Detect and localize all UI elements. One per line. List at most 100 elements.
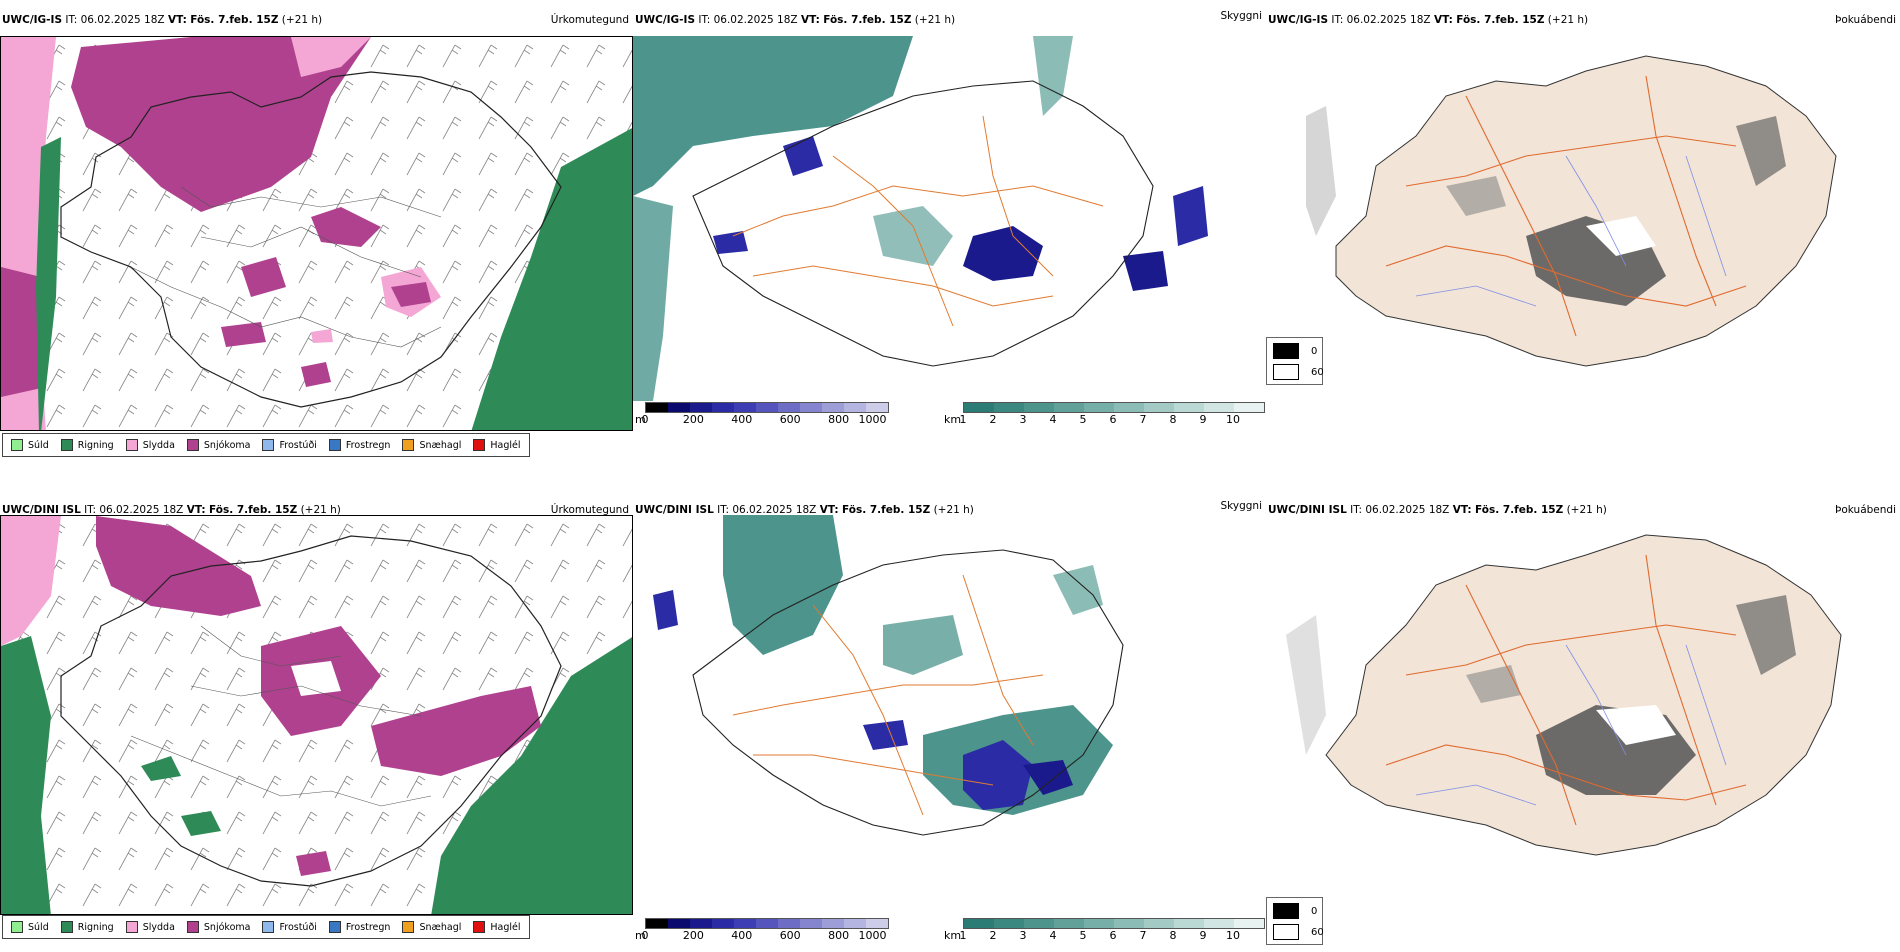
fog-index-legend: 0 60 bbox=[1266, 897, 1324, 945]
tick-label: 600 bbox=[779, 929, 801, 942]
legend-item: Slydda bbox=[125, 921, 175, 933]
precip-type-legend: Súld Rigning Slydda Snjókoma Frostúði Fr… bbox=[2, 433, 530, 457]
fog-map bbox=[1266, 36, 1900, 431]
tick-label: 1 bbox=[959, 413, 967, 426]
model-name: UWC/DINI ISL bbox=[635, 504, 714, 516]
legend-swatch bbox=[328, 921, 341, 933]
fog-legend-label: 60 bbox=[1311, 366, 1324, 378]
legend-swatch bbox=[11, 439, 23, 451]
legend-swatch bbox=[328, 439, 341, 451]
legend-label: Slydda bbox=[142, 921, 175, 933]
fog-legend-swatch bbox=[1273, 924, 1299, 940]
panel-header: UWC/IG-IS IT: 06.02.2025 18Z VT: Fös. 7.… bbox=[633, 10, 1266, 36]
ceiling-ticks: 0 200 400 600 800 1000 bbox=[642, 929, 887, 943]
top-fog-panel: UWC/IG-IS IT: 06.02.2025 18Z VT: Fös. 7.… bbox=[1266, 0, 1900, 465]
tick-label: 3 bbox=[1019, 929, 1027, 942]
fog-map bbox=[1266, 515, 1900, 910]
legend-item: Frostregn bbox=[328, 921, 391, 933]
fog-map-graphic bbox=[1266, 515, 1900, 910]
init-time: IT: 06.02.2025 18Z bbox=[1350, 504, 1450, 516]
legend-label: Rigning bbox=[77, 921, 114, 933]
init-time: IT: 06.02.2025 18Z bbox=[717, 504, 817, 516]
tick-label: 6 bbox=[1109, 413, 1117, 426]
tick-label: 5 bbox=[1079, 413, 1087, 426]
lead-time: (+21 h) bbox=[1547, 14, 1589, 26]
fog-legend-label: 60 bbox=[1311, 926, 1324, 938]
visibility-ticks: 1 2 3 4 5 6 7 8 9 10 bbox=[959, 413, 1263, 427]
ceiling-colorbar bbox=[645, 918, 889, 929]
valid-time: Fös. 7.feb. 15Z bbox=[208, 504, 298, 516]
ceiling-and-visibility-colorbars: m 0 200 400 600 800 1000 km 1 2 3 4 5 6 … bbox=[633, 402, 1266, 436]
fog-legend-swatch bbox=[1273, 903, 1299, 919]
precip-map bbox=[0, 515, 633, 915]
init-time: IT: 06.02.2025 18Z bbox=[84, 504, 184, 516]
visibility-colorbar bbox=[963, 918, 1265, 929]
fog-legend-row: 0 bbox=[1273, 903, 1317, 919]
legend-item: Rigning bbox=[60, 439, 114, 451]
panel-header: UWC/DINI ISL IT: 06.02.2025 18Z VT: Fös.… bbox=[0, 504, 633, 526]
bottom-precip-panel: UWC/DINI ISL IT: 06.02.2025 18Z VT: Fös.… bbox=[0, 485, 633, 950]
tick-label: 2 bbox=[989, 413, 997, 426]
legend-item: Snæhagl bbox=[402, 921, 461, 933]
precip-type-legend: Súld Rigning Slydda Snjókoma Frostúði Fr… bbox=[2, 915, 530, 939]
valid-time-label: VT: bbox=[186, 504, 206, 516]
ceiling-ticks: 0 200 400 600 800 1000 bbox=[641, 413, 887, 427]
precip-map bbox=[0, 36, 633, 431]
legend-item: Frostregn bbox=[328, 439, 391, 451]
tick-label: 7 bbox=[1139, 413, 1147, 426]
ceiling-and-visibility-colorbars: m 0 200 400 600 800 1000 km 1 2 3 4 5 6 … bbox=[633, 918, 1266, 952]
legend-item: Frostúði bbox=[262, 439, 317, 451]
fog-legend-label: 0 bbox=[1311, 905, 1318, 917]
panel-header: UWC/IG-IS IT: 06.02.2025 18Z VT: Fös. 7.… bbox=[1266, 14, 1900, 36]
lead-time: (+21 h) bbox=[914, 14, 956, 26]
tick-label: 9 bbox=[1199, 413, 1207, 426]
legend-swatch bbox=[262, 921, 275, 933]
model-name: UWC/IG-IS bbox=[635, 14, 696, 26]
legend-swatch bbox=[11, 921, 23, 933]
tick-label: 3 bbox=[1019, 413, 1027, 426]
legend-label: Frostúði bbox=[279, 439, 317, 451]
panel-header: UWC/DINI ISL IT: 06.02.2025 18Z VT: Fös.… bbox=[633, 500, 1266, 526]
valid-time: Fös. 7.feb. 15Z bbox=[1456, 14, 1545, 26]
top-visibility-panel: UWC/IG-IS IT: 06.02.2025 18Z VT: Fös. 7.… bbox=[633, 0, 1266, 465]
init-time: IT: 06.02.2025 18Z bbox=[65, 14, 165, 26]
fog-legend-swatch bbox=[1273, 343, 1299, 359]
legend-label: Frostregn bbox=[345, 921, 391, 933]
tick-label: 600 bbox=[779, 413, 801, 426]
bottom-visibility-panel: UWC/DINI ISL IT: 06.02.2025 18Z VT: Fös.… bbox=[633, 485, 1266, 950]
legend-item: Haglél bbox=[473, 439, 521, 451]
tick-label: 10 bbox=[1226, 929, 1240, 942]
legend-item: Snjókoma bbox=[186, 921, 250, 933]
fog-map-graphic bbox=[1266, 36, 1900, 431]
legend-swatch bbox=[402, 439, 415, 451]
tick-label: 0 bbox=[641, 413, 649, 426]
lead-time: (+21 h) bbox=[933, 504, 974, 516]
fog-legend-row: 60 bbox=[1273, 924, 1324, 940]
legend-label: Snjókoma bbox=[203, 439, 251, 451]
bottom-fog-panel: UWC/DINI ISL IT: 06.02.2025 18Z VT: Fös.… bbox=[1266, 485, 1900, 950]
tick-label: 10 bbox=[1226, 413, 1240, 426]
lead-time: (+21 h) bbox=[1566, 504, 1607, 516]
tick-label: 4 bbox=[1049, 413, 1057, 426]
legend-label: Frostregn bbox=[345, 439, 391, 451]
legend-label: Súld bbox=[28, 439, 49, 451]
legend-swatch bbox=[473, 439, 486, 451]
legend-item: Frostúði bbox=[262, 921, 317, 933]
visibility-map-graphic bbox=[633, 36, 1266, 401]
tick-label: 8 bbox=[1169, 413, 1177, 426]
panel-title: Skyggni bbox=[1220, 10, 1263, 22]
model-name: UWC/IG-IS bbox=[1268, 14, 1329, 26]
valid-time: Fös. 7.feb. 15Z bbox=[1474, 504, 1564, 516]
valid-time: Fös. 7.feb. 15Z bbox=[841, 504, 931, 516]
panel-title: Skyggni bbox=[1220, 500, 1263, 512]
legend-item: Rigning bbox=[60, 921, 114, 933]
visibility-map-graphic bbox=[633, 515, 1266, 880]
legend-item: Súld bbox=[11, 439, 49, 451]
tick-label: 200 bbox=[682, 413, 704, 426]
legend-swatch bbox=[402, 921, 415, 933]
tick-label: 400 bbox=[731, 413, 753, 426]
tick-label: 1000 bbox=[858, 413, 887, 426]
fog-legend-row: 0 bbox=[1273, 343, 1317, 359]
legend-item: Slydda bbox=[125, 439, 175, 451]
legend-swatch bbox=[60, 921, 73, 933]
